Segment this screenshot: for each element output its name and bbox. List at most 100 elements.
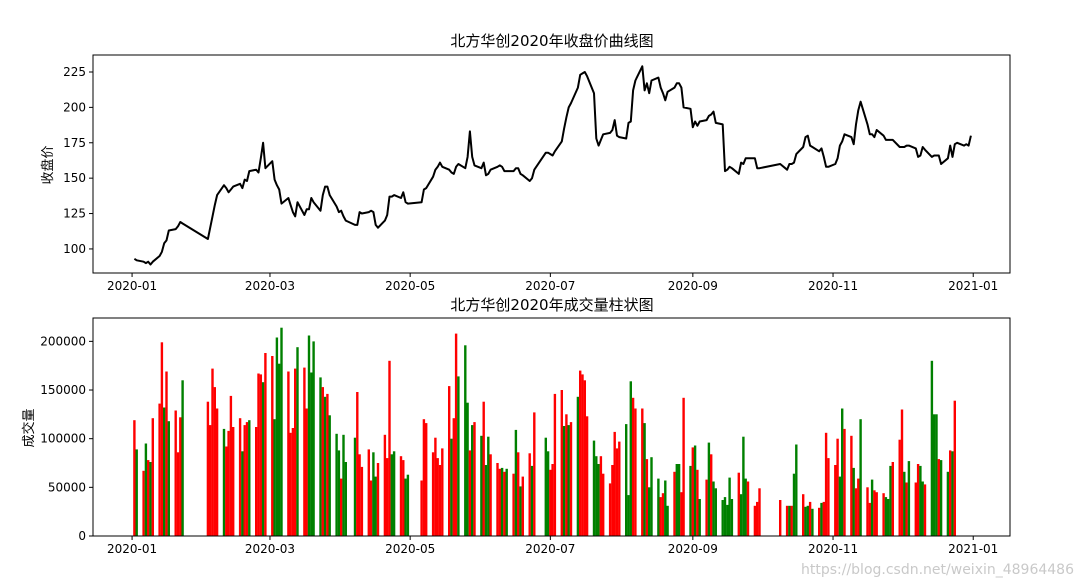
volume-bar (431, 452, 435, 536)
volume-bar (243, 425, 246, 536)
volume-bar (739, 494, 743, 536)
volume-bar (450, 438, 453, 536)
close-price-x-tick-label: 2020-03 (245, 279, 295, 293)
volume-bar (866, 487, 869, 536)
volume-bar (631, 397, 635, 536)
volume-bar (549, 469, 552, 536)
volume-bar (179, 417, 182, 536)
volume-bar (323, 396, 327, 536)
volume-bar (822, 501, 825, 536)
volume-bar (454, 333, 458, 536)
volume-bar (369, 480, 373, 536)
volume-bar (726, 504, 729, 536)
close-price-y-tick-label: 100 (63, 242, 86, 256)
volume-bar (335, 433, 338, 536)
volume-bar (666, 505, 669, 536)
volume-bar (287, 371, 290, 536)
volume-bar (340, 478, 343, 536)
volume-bar (528, 453, 531, 536)
volume-bar (682, 397, 685, 536)
volume-bar (436, 458, 439, 536)
volume-bar (452, 418, 455, 536)
volume-bar (519, 486, 522, 536)
volume-bar (579, 370, 582, 536)
volume-bar (641, 408, 644, 536)
volume-bar (209, 425, 212, 536)
volume-bar (569, 422, 573, 536)
volume-bar (358, 454, 361, 537)
volume-bar (854, 488, 858, 536)
volume-bar (675, 464, 678, 536)
volume-bar (843, 428, 846, 536)
volume-bar (383, 434, 387, 536)
volume-bar (386, 458, 389, 536)
volume-bar (857, 478, 860, 536)
volume-bar (425, 423, 428, 536)
volume-bar (257, 373, 260, 536)
volume-bar (312, 341, 315, 536)
volume-bar (673, 471, 676, 536)
volume-bar (650, 457, 653, 536)
volume-bar (229, 395, 233, 536)
volume-bar (629, 381, 632, 536)
volume-bar (859, 419, 862, 536)
volume-bar (836, 438, 839, 536)
close-price-line (133, 65, 972, 266)
volume-bar (215, 408, 219, 536)
volume-y-tick-label: 150000 (40, 383, 86, 397)
volume-bar (592, 440, 596, 536)
volume-bar (376, 463, 380, 536)
volume-bar (583, 380, 586, 536)
volume-bar (742, 436, 745, 536)
volume-bar (891, 462, 894, 536)
volume-bar (562, 426, 566, 536)
volume-bar (827, 458, 830, 536)
volume-bar (441, 448, 444, 536)
volume-bar (824, 432, 828, 536)
volume-bar (627, 495, 630, 536)
volume-bar (158, 403, 161, 536)
volume-bar (923, 484, 927, 536)
volume-bar (399, 456, 403, 536)
volume-bar (310, 372, 313, 536)
watermark: https://blog.csdn.net/weixin_48964486 (801, 562, 1074, 578)
volume-bar (264, 353, 267, 536)
volume-bar (296, 347, 299, 536)
volume-bar (949, 450, 952, 536)
close-price-x-tick-label: 2020-09 (668, 279, 718, 293)
volume-bar (466, 402, 469, 536)
close-price-x-tick-label: 2020-01 (107, 279, 157, 293)
volume-bar (721, 500, 724, 536)
volume-bar (225, 446, 228, 536)
volume-bar (392, 451, 396, 536)
volume-y-tick-label: 100000 (40, 432, 86, 446)
volume-bar (900, 409, 904, 536)
volume-bar (135, 449, 138, 536)
volume-bar (473, 422, 476, 536)
close-price-y-tick-label: 150 (63, 171, 86, 185)
volume-bar (342, 434, 345, 536)
volume-bar (372, 452, 375, 536)
volume-bar (659, 497, 662, 536)
volume-bar (321, 387, 324, 536)
volume-bar (326, 393, 329, 536)
volume-bar (875, 492, 878, 536)
volume-bar (560, 390, 563, 536)
volume-bar (420, 480, 423, 536)
volume-bar (788, 505, 791, 536)
volume-bar (887, 499, 890, 536)
volume-bar (448, 386, 451, 536)
volume-bar (517, 452, 520, 536)
volume-x-tick-label: 2020-03 (245, 542, 295, 556)
volume-bar (500, 467, 504, 536)
volume-bar (367, 449, 370, 536)
volume-axes: 2020-01 2020-03 2020-05 2020-07 2020-09 2020-… (40, 334, 998, 556)
volume-bar (714, 488, 717, 536)
volume-bar (227, 430, 230, 536)
volume-bar (693, 445, 697, 536)
volume-bar (723, 497, 727, 536)
close-price-x-tick-label: 2020-07 (525, 279, 575, 293)
volume-bar (505, 468, 508, 536)
volume-bar (163, 407, 166, 536)
volume-bar (939, 460, 943, 536)
